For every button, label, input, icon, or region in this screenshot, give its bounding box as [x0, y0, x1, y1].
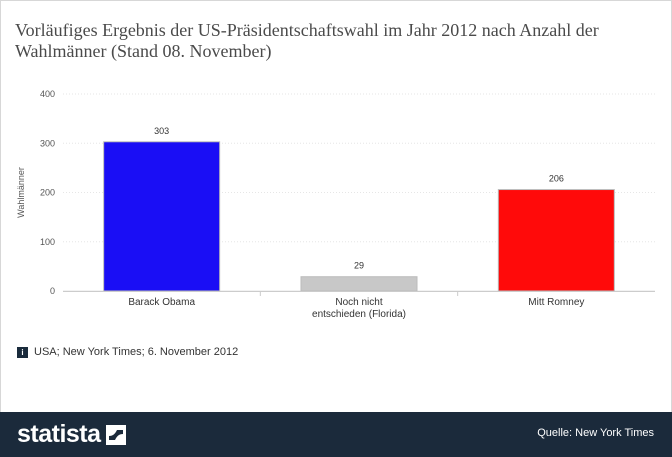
bar[interactable]: [300, 276, 418, 292]
y-tick-labels: 0 100 200 300 400: [40, 89, 55, 296]
bar[interactable]: [497, 189, 615, 292]
source-text: Quelle: New York Times: [537, 427, 654, 439]
y-tick-label: 400: [40, 89, 55, 99]
footer-bar: statista Quelle: New York Times: [0, 412, 672, 457]
bar[interactable]: [103, 141, 221, 292]
info-icon[interactable]: i: [17, 346, 28, 358]
bar-chart: 0 100 200 300 400 Wahlmänner 303 29 206 Barack…: [16, 89, 655, 320]
footnote-text: USA; New York Times; 6. November 2012: [34, 346, 239, 358]
statista-logo[interactable]: statista: [17, 420, 126, 449]
x-tick-label: Barack Obama: [128, 297, 195, 308]
y-tick-label: 300: [40, 138, 55, 148]
value-labels: 303 29 206: [154, 126, 564, 271]
chart-title: Vorläufiges Ergebnis der US-Präsidentsch…: [15, 20, 599, 61]
statista-logo-icon: [105, 424, 126, 445]
y-tick-label: 100: [40, 237, 55, 247]
x-tick-label: entschieden (Florida): [312, 309, 406, 320]
value-label: 29: [354, 261, 364, 271]
footnote: i USA; New York Times; 6. November 2012: [17, 346, 238, 358]
x-tick-label: Mitt Romney: [528, 297, 584, 308]
value-label: 206: [549, 174, 564, 184]
brand-name: statista: [17, 420, 101, 448]
y-tick-label: 200: [40, 188, 55, 198]
value-label: 303: [154, 126, 169, 136]
y-tick-label: 0: [50, 286, 55, 296]
x-tick-label: Noch nicht: [335, 297, 382, 308]
y-axis-label: Wahlmänner: [16, 167, 26, 218]
